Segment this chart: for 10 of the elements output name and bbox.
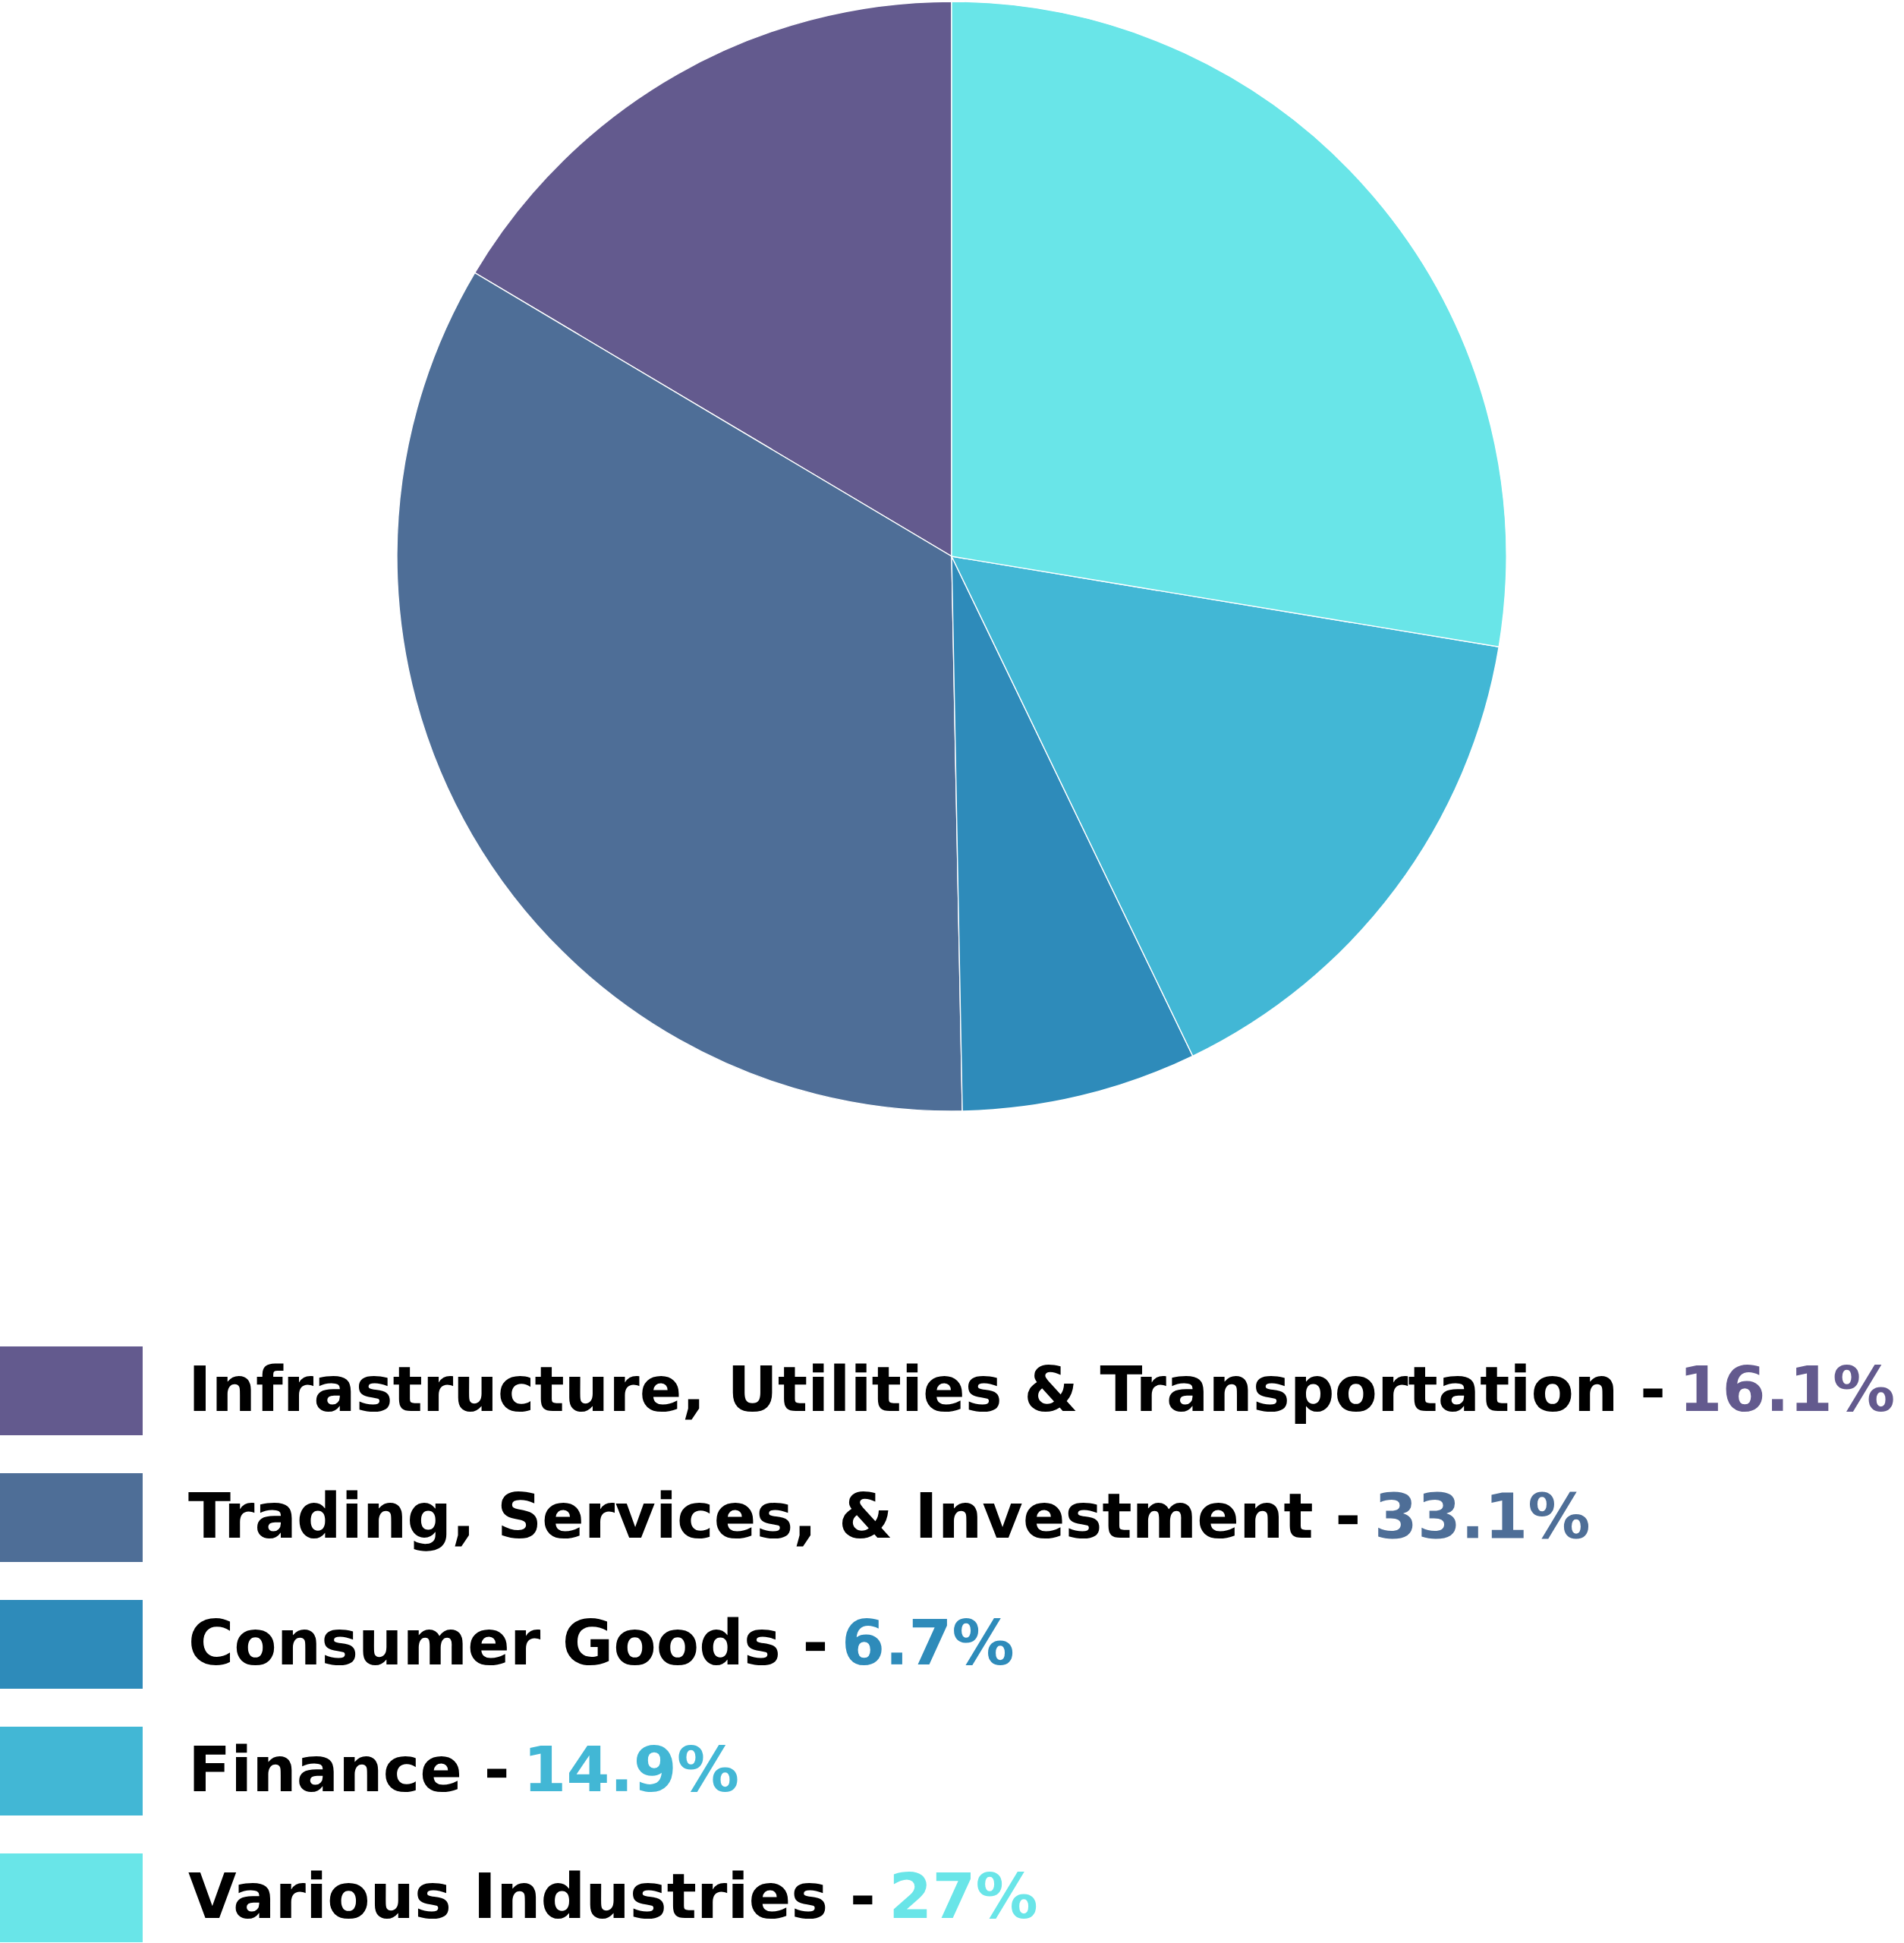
legend-label: Consumer Goods -: [191, 1617, 826, 1666]
data-label: 33.1%: [1378, 1491, 1589, 1539]
legend-label: Various Industries -: [188, 1870, 873, 1919]
data-label: 27%: [893, 1871, 1037, 1919]
data-label: 16.1%: [1685, 1364, 1893, 1412]
data-label: 14.9%: [530, 1744, 738, 1793]
legend-label: Finance -: [194, 1743, 507, 1793]
data-label: 6.7%: [845, 1617, 1013, 1666]
legend-label: Trading, Services, & Investment -: [188, 1490, 1358, 1551]
legend-label: Infrastructure, Utilities & Transportation -: [194, 1363, 1663, 1425]
